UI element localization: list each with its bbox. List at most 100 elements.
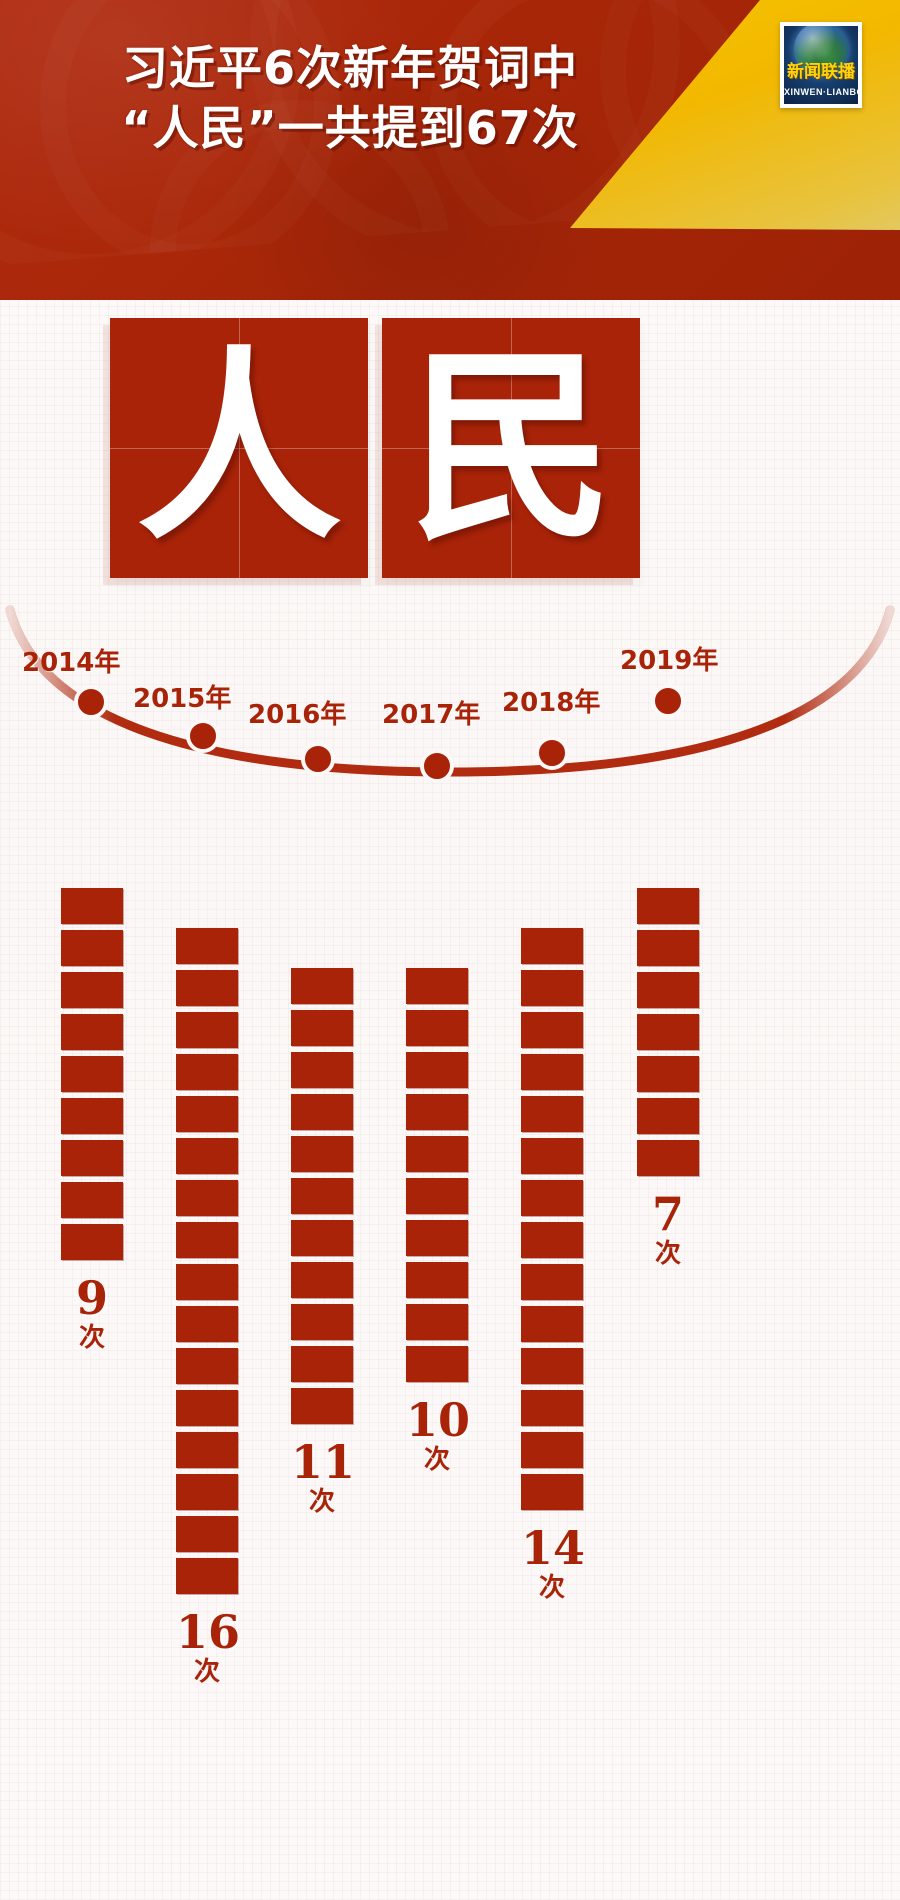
header-banner: 习近平6次新年贺词中 “人民”一共提到67次 新闻联播 XINWEN·LIANB…	[0, 0, 900, 300]
bar-segment	[521, 1222, 583, 1258]
bar-segment	[291, 1094, 353, 1130]
bar-segment	[521, 1348, 583, 1384]
timeline-label-2014: 2014年	[22, 648, 121, 678]
page-title: 习近平6次新年贺词中 “人民”一共提到67次	[0, 38, 700, 158]
title-line-2: “人民”一共提到67次	[121, 101, 579, 155]
bar-unit-label: 次	[308, 1487, 335, 1517]
bar-segment	[61, 1056, 123, 1092]
bar-segment	[61, 972, 123, 1008]
bar-segment	[637, 1014, 699, 1050]
globe-icon	[794, 26, 848, 77]
xinwen-lianbo-logo: 新闻联播 XINWEN·LIANBO	[780, 22, 862, 108]
timeline-label-2017: 2017年	[382, 700, 481, 730]
bar-segment	[521, 1054, 583, 1090]
bar-segment	[406, 968, 468, 1004]
bar-value-label: 14	[521, 1521, 586, 1575]
bar-column-2017: 10 次	[406, 968, 471, 1475]
bar-segment	[291, 1388, 353, 1424]
bar-segment	[637, 972, 699, 1008]
bar-segment	[406, 1304, 468, 1340]
bar-segment	[637, 930, 699, 966]
arc-curve	[5, 605, 895, 783]
bar-segment	[521, 1432, 583, 1468]
calligraphy-square-min: 民	[382, 318, 640, 578]
calligraphy-square-ren: 人	[110, 318, 368, 578]
bar-segment	[176, 1390, 238, 1426]
bar-segment	[176, 1138, 238, 1174]
bar-segment	[637, 1140, 699, 1176]
bar-value-label: 7	[651, 1187, 684, 1241]
bar-segment	[291, 968, 353, 1004]
bar-segment	[176, 1264, 238, 1300]
bar-segment	[291, 1136, 353, 1172]
bar-value-label: 9	[75, 1271, 108, 1325]
bar-segment	[406, 1094, 468, 1130]
bar-segment	[291, 1304, 353, 1340]
bar-unit-label: 次	[78, 1323, 105, 1353]
bar-segment	[521, 1138, 583, 1174]
bar-segment	[176, 970, 238, 1006]
logo-label-cn: 新闻联播	[787, 62, 855, 82]
bar-segment	[176, 1516, 238, 1552]
bar-segment	[176, 1054, 238, 1090]
bar-segment	[291, 1262, 353, 1298]
bar-segment	[176, 1558, 238, 1594]
timeline-arc: 2014年 2015年 2016年 2017年 2018年 2019年	[0, 600, 900, 940]
bar-value-label: 10	[406, 1393, 471, 1447]
bar-segment	[406, 1178, 468, 1214]
bar-segment	[521, 970, 583, 1006]
bar-segment	[61, 1224, 123, 1260]
bar-segment	[176, 1180, 238, 1216]
bar-segment	[61, 930, 123, 966]
bar-segment	[291, 1052, 353, 1088]
bar-segment	[176, 1096, 238, 1132]
bar-column-2016: 11 次	[291, 968, 356, 1517]
logo-label-en: XINWEN·LIANBO	[784, 87, 858, 97]
bar-segment	[61, 1182, 123, 1218]
bar-segment	[291, 1010, 353, 1046]
calligraphy-blocks: 人 民	[110, 318, 640, 578]
bar-segment	[521, 1390, 583, 1426]
bar-segment	[61, 1140, 123, 1176]
timeline-label-2018: 2018年	[502, 688, 601, 718]
bar-segment	[406, 1262, 468, 1298]
calligraphy-char-2: 民	[408, 327, 614, 568]
bar-value-label: 16	[176, 1605, 241, 1659]
bar-segment	[61, 1014, 123, 1050]
calligraphy-char-1: 人	[136, 327, 342, 568]
title-line-1: 习近平6次新年贺词中	[121, 41, 578, 95]
bar-segment	[176, 1012, 238, 1048]
bar-segment	[176, 1348, 238, 1384]
bar-value-label: 11	[291, 1435, 356, 1489]
timeline-label-2016: 2016年	[248, 700, 347, 730]
bar-unit-label: 次	[654, 1239, 681, 1269]
bar-column-2018: 14 次	[521, 928, 586, 1603]
bar-segment	[176, 1432, 238, 1468]
bar-segment	[406, 1346, 468, 1382]
bar-segment	[176, 1474, 238, 1510]
bar-segment	[291, 1220, 353, 1256]
bar-segment	[521, 1264, 583, 1300]
bar-segment	[176, 1222, 238, 1258]
bar-segment	[521, 1306, 583, 1342]
bar-segment	[637, 1098, 699, 1134]
bar-segment	[521, 1180, 583, 1216]
bar-segment	[521, 1474, 583, 1510]
bar-unit-label: 次	[538, 1573, 565, 1603]
bar-segment	[521, 1096, 583, 1132]
bar-segment	[291, 1178, 353, 1214]
bar-segment	[61, 888, 123, 924]
bar-segment	[176, 1306, 238, 1342]
bar-segment	[176, 928, 238, 964]
timeline-label-2015: 2015年	[133, 684, 232, 714]
bar-column-2015: 16 次	[176, 928, 241, 1686]
bar-segment	[291, 1346, 353, 1382]
timeline-label-2019: 2019年	[620, 646, 719, 676]
bar-segment	[406, 1052, 468, 1088]
bar-segment	[521, 928, 583, 964]
bar-unit-label: 次	[423, 1445, 450, 1475]
bar-segment	[406, 1136, 468, 1172]
